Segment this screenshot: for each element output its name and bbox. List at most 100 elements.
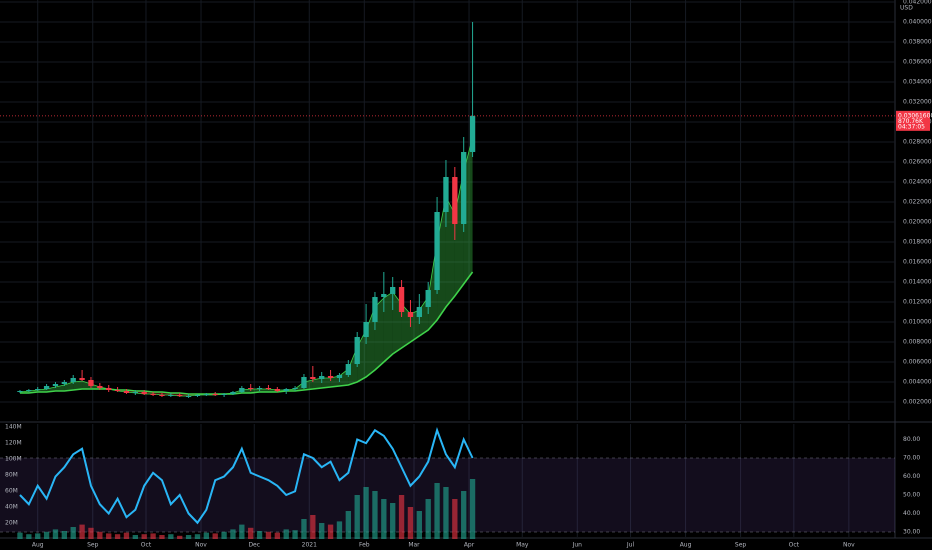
volume-bar — [372, 491, 378, 539]
candle-body — [434, 212, 440, 290]
candle-body — [354, 337, 360, 364]
volume-tick-label: 40M — [5, 504, 18, 511]
candle-body — [319, 376, 325, 379]
candle-body — [168, 395, 174, 396]
y-tick-label: 0.02400000 — [903, 179, 932, 186]
candle-body — [398, 287, 405, 312]
candle-body — [203, 394, 209, 395]
last-price-label: 0.03061600 — [898, 112, 932, 119]
rsi-tick-label: 40.00 — [903, 510, 920, 517]
volume-bar — [123, 532, 130, 539]
candle-body — [123, 391, 130, 393]
volume-bar — [434, 483, 440, 539]
rsi-tick-label: 70.00 — [903, 455, 920, 462]
x-tick-label: Jul — [626, 542, 635, 549]
volume-bar — [319, 523, 325, 539]
currency-label: USD — [900, 5, 913, 12]
candle-body — [283, 389, 289, 391]
volume-bar — [70, 527, 76, 539]
candle-body — [106, 388, 112, 390]
volume-bar — [26, 534, 32, 539]
volume-bar — [283, 529, 289, 539]
volume-bar — [168, 534, 174, 539]
volume-bar — [88, 527, 94, 539]
x-tick-label: Aug — [32, 542, 44, 549]
y-tick-label: 0.00400000 — [903, 379, 932, 386]
candle-body — [141, 392, 147, 394]
y-tick-label: 0.03200000 — [903, 99, 932, 106]
y-tick-label: 0.01200000 — [903, 299, 932, 306]
rsi-tick-label: 80.00 — [903, 436, 920, 443]
volume-bar — [354, 495, 360, 539]
x-tick-label: Dec — [248, 542, 260, 549]
volume-bar — [469, 479, 476, 539]
volume-bar — [97, 531, 103, 539]
volume-bar — [106, 533, 112, 539]
y-tick-label: 0.02200000 — [903, 199, 932, 206]
ribbon-band — [330, 376, 340, 387]
candle-body — [35, 389, 41, 390]
volume-bar — [416, 511, 422, 539]
volume-bar — [132, 535, 138, 539]
candle-body — [88, 380, 94, 386]
ribbon-line — [19, 136, 473, 397]
volume-tick-label: 100M — [5, 456, 22, 463]
volume-bar — [363, 487, 369, 539]
volume-bar — [150, 533, 156, 539]
volume-bar — [177, 535, 183, 539]
ribbon-band — [82, 381, 91, 389]
volume-bar — [221, 531, 227, 539]
volume-bar — [310, 515, 316, 539]
x-tick-label: Jun — [572, 542, 583, 549]
candle-body — [274, 389, 280, 391]
candle-body — [256, 388, 263, 389]
y-tick-label: 0.04000000 — [903, 19, 932, 26]
y-tick-label: 0.04200000 — [903, 0, 932, 6]
candle-body — [443, 177, 449, 212]
rsi-line — [19, 427, 474, 525]
candle-body — [114, 390, 121, 391]
candle-body — [265, 388, 272, 389]
candle-body — [221, 394, 227, 395]
x-tick-label: Mar — [408, 542, 420, 549]
candle-body — [469, 115, 476, 152]
volume-bar — [274, 532, 280, 539]
candle-body — [327, 376, 334, 378]
y-tick-label: 0.03800000 — [903, 39, 932, 46]
volume-bar — [212, 533, 218, 539]
candle-body — [230, 392, 236, 394]
y-tick-label: 0.01600000 — [903, 259, 932, 266]
last-price-box — [896, 110, 930, 131]
ribbon-band — [312, 378, 322, 389]
volume-bar — [292, 530, 298, 539]
volume-bar — [230, 529, 236, 539]
ribbon-band — [321, 378, 331, 388]
volume-bar — [79, 524, 85, 539]
x-tick-label: Sep — [735, 542, 747, 549]
rsi-tick-label: 50.00 — [903, 492, 920, 499]
candle-body — [372, 297, 378, 322]
candle-body — [212, 394, 218, 395]
volume-bar — [407, 507, 414, 539]
volume-bar — [452, 499, 458, 539]
volume-bar — [61, 531, 68, 539]
y-tick-label: 0.03400000 — [903, 79, 932, 86]
candle-body — [390, 287, 396, 294]
volume-bar — [398, 495, 405, 539]
candle-body — [452, 177, 458, 224]
volume-tick-label: 20M — [5, 520, 18, 527]
candle-body — [248, 388, 254, 389]
rsi-tick-label: 30.00 — [903, 529, 920, 536]
candle-body — [363, 322, 369, 337]
candle-body — [336, 375, 343, 378]
ribbon-band — [73, 381, 83, 390]
x-tick-label: Nov — [843, 542, 855, 549]
candle-body — [97, 386, 103, 388]
candle-body — [132, 392, 138, 393]
volume-bar — [239, 524, 245, 539]
volume-bar — [141, 534, 147, 539]
x-tick-label: May — [516, 542, 529, 549]
volume-bar — [327, 524, 334, 539]
